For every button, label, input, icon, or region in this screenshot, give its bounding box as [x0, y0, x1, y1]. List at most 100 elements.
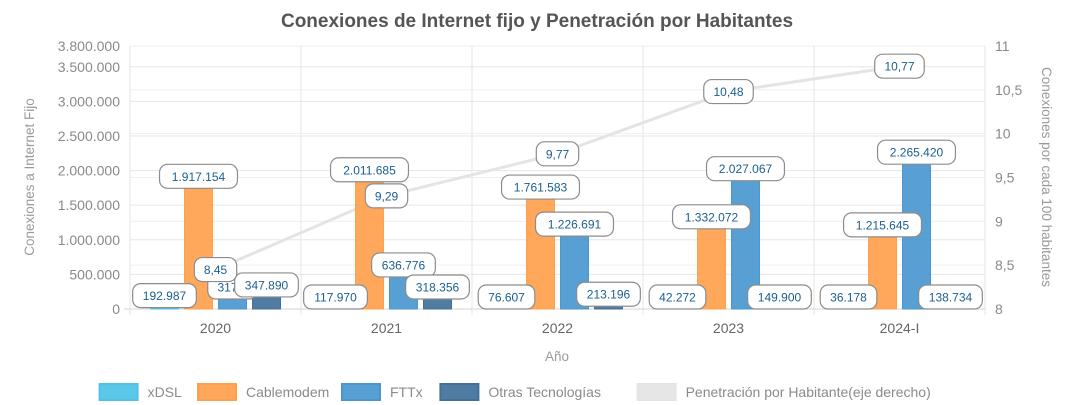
- data-label-box: [500, 174, 581, 200]
- data-label: 1.917.154: [158, 163, 239, 189]
- data-label-box: [477, 284, 536, 310]
- legend-label: FTTx: [390, 384, 423, 400]
- data-label-box: [747, 284, 812, 310]
- data-label-box: [819, 284, 878, 310]
- data-label-box: [874, 53, 925, 79]
- legend-swatch: [197, 383, 237, 401]
- y-tick-label: 1.000.000: [58, 232, 120, 248]
- data-label-text: 76.607: [488, 291, 525, 305]
- data-label: 10,48: [703, 78, 754, 105]
- data-label: 10,77: [874, 53, 925, 79]
- data-label-box: [193, 256, 238, 283]
- data-label: 8,45: [193, 256, 238, 283]
- x-axis-title: Año: [545, 349, 569, 364]
- data-label-text: 10,77: [884, 60, 914, 74]
- data-label: 9,77: [535, 141, 580, 167]
- legend-item[interactable]: FTTx: [341, 383, 423, 401]
- chart-title: Conexiones de Internet fijo y Penetració…: [281, 11, 793, 32]
- y2-axis-ticks: 8 8,5 9 9,5 10 10,5 11: [995, 38, 1022, 317]
- data-label-box: [405, 274, 470, 300]
- data-label-text: 1.226.691: [548, 218, 602, 232]
- data-label: 1.215.645: [842, 212, 923, 238]
- legend-item[interactable]: Penetración por Habitante(eje derecho): [636, 383, 931, 401]
- data-label-text: 2.027.067: [719, 162, 773, 176]
- legend-swatch: [636, 383, 677, 401]
- data-label-box: [703, 78, 754, 105]
- data-label-text: 36.178: [830, 291, 867, 305]
- data-label: 149.900: [747, 284, 812, 310]
- y2-tick-label: 9,5: [995, 170, 1015, 186]
- legend-item[interactable]: Cablemodem: [197, 383, 329, 401]
- y-tick-label: 500.000: [69, 266, 120, 282]
- data-label-box: [364, 183, 409, 209]
- data-label-text: 8,45: [204, 263, 228, 277]
- data-label-text: 10,48: [713, 85, 743, 99]
- y2-tick-label: 8,5: [995, 257, 1015, 273]
- data-label-box: [648, 284, 707, 310]
- data-label-box: [371, 252, 436, 278]
- data-label: 138.734: [918, 284, 983, 310]
- legend-label: Cablemodem: [246, 384, 329, 400]
- data-label: 9,29: [364, 183, 409, 209]
- data-label-text: 138.734: [929, 291, 973, 305]
- data-label-text: 213.196: [587, 288, 631, 302]
- data-labels: 192.987 117.970 76.607 42.272 36.178 1.917.15…: [132, 53, 983, 310]
- legend-label: Otras Tecnologías: [488, 384, 601, 400]
- y-tick-label: 2.500.000: [58, 128, 120, 144]
- data-label: 1.332.072: [671, 204, 752, 230]
- data-label: 2.027.067: [705, 156, 786, 182]
- data-label-text: 1.761.583: [514, 181, 568, 195]
- data-label: 2.011.685: [329, 157, 410, 183]
- legend-swatch: [98, 383, 139, 401]
- x-tick-label: 2023: [713, 320, 744, 336]
- x-tick-label: 2021: [371, 320, 402, 336]
- legend-item[interactable]: xDSL: [98, 383, 182, 401]
- y-tick-label: 3.800.000: [58, 38, 120, 54]
- data-label: 347.890: [234, 272, 299, 298]
- data-label: 192.987: [132, 283, 197, 309]
- data-label: 42.272: [648, 284, 707, 310]
- data-label-box: [535, 141, 580, 167]
- data-label-text: 2.011.685: [343, 163, 396, 177]
- data-label: 2.265.420: [876, 139, 957, 165]
- data-label-text: 9,77: [546, 147, 570, 161]
- data-label: 1.226.691: [534, 211, 615, 237]
- data-label-text: 9,29: [375, 189, 399, 203]
- legend-label: Penetración por Habitante(eje derecho): [686, 384, 931, 400]
- y2-tick-label: 10,5: [995, 82, 1022, 98]
- x-tick-label: 2024-I: [880, 320, 920, 336]
- y-tick-label: 0: [112, 301, 120, 317]
- data-label-box: [918, 284, 983, 310]
- legend-item[interactable]: Otras Tecnologías: [439, 383, 601, 401]
- data-label-box: [705, 156, 786, 182]
- data-label-text: 636.776: [382, 258, 426, 272]
- y-tick-label: 3.000.000: [58, 93, 120, 109]
- data-label: 117.970: [303, 284, 368, 310]
- legend-swatch: [341, 383, 381, 401]
- y2-tick-label: 9: [995, 213, 1003, 229]
- data-label: 1.761.583: [500, 174, 581, 200]
- data-label-box: [132, 283, 197, 309]
- data-label: 213.196: [576, 281, 641, 307]
- x-tick-label: 2022: [542, 320, 573, 336]
- data-label-text: 347.890: [245, 278, 289, 292]
- y-tick-label: 1.500.000: [58, 197, 120, 213]
- data-label: 318.356: [405, 274, 470, 300]
- data-label-text: 2.265.420: [890, 146, 944, 160]
- data-label-box: [576, 281, 641, 307]
- data-label-text: 1.215.645: [856, 218, 910, 232]
- line-series: [214, 64, 900, 271]
- y2-tick-label: 10: [995, 126, 1011, 142]
- y-axis-title: Conexiones a Internet Fijo: [22, 98, 37, 256]
- data-label-text: 318.356: [416, 280, 460, 294]
- y2-axis-title: Conexiones por cada 100 habitantes: [1039, 67, 1054, 287]
- legend-label: xDSL: [148, 384, 182, 400]
- data-label-box: [234, 272, 299, 298]
- y-axis-ticks: 0 500.000 1.000.000 1.500.000 2.000.000 2.500…: [58, 38, 121, 317]
- y2-tick-label: 11: [995, 38, 1010, 54]
- data-label: 36.178: [819, 284, 878, 310]
- data-label-box: [303, 284, 368, 310]
- data-label-text: 117.970: [314, 291, 357, 305]
- legend: xDSL Cablemodem FTTx Otras Tecnologías Penet…: [98, 383, 931, 401]
- data-label-box: [534, 211, 615, 237]
